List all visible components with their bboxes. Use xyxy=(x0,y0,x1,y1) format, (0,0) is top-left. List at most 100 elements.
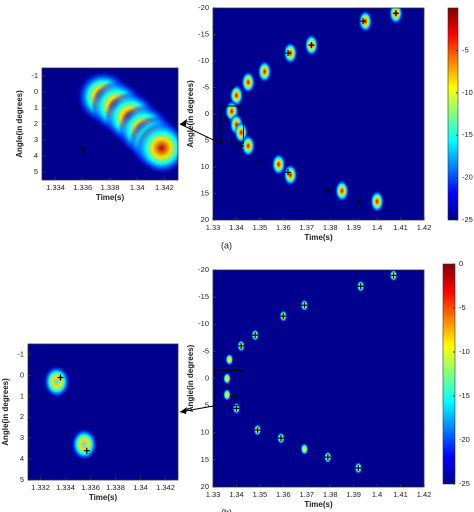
y-tick-label: -15 xyxy=(198,292,209,301)
heatmap xyxy=(223,270,398,475)
x-tick-label: 1.34 xyxy=(130,183,145,192)
x-tick-label: 1.35 xyxy=(253,223,268,232)
blob xyxy=(135,122,178,174)
x-tick-label: 1.334 xyxy=(56,483,75,492)
x-tick-label: 1.342 xyxy=(156,483,175,492)
blob xyxy=(241,134,256,157)
x-axis-label: Time(s) xyxy=(89,493,118,502)
x-tick-label: 1.338 xyxy=(101,183,120,192)
y-tick-label: 5 xyxy=(34,167,38,176)
y-tick-label: 5 xyxy=(205,135,209,144)
y-tick-label: -20 xyxy=(198,3,209,12)
marker xyxy=(238,342,245,349)
x-tick-label: 1.33 xyxy=(206,490,221,499)
colorbar-tick-label: -25 xyxy=(462,215,473,224)
blob xyxy=(300,443,309,456)
marker xyxy=(360,18,367,25)
blob xyxy=(43,365,70,398)
marker xyxy=(254,427,261,434)
x-tick-label: 1.336 xyxy=(73,183,92,192)
colorbar-tick-label: -15 xyxy=(459,391,470,400)
y-tick-label: 2 xyxy=(34,119,38,128)
x-axis-label: Time(s) xyxy=(304,233,333,242)
marker xyxy=(256,158,263,165)
x-tick-label: 1.34 xyxy=(229,223,244,232)
x-tick-label: 1.34 xyxy=(133,483,148,492)
y-axis-label: Angle(in degrees) xyxy=(186,80,195,148)
marker xyxy=(324,454,331,461)
y-tick-label: 1 xyxy=(20,391,24,400)
marker xyxy=(355,198,362,205)
x-tick-label: 1.39 xyxy=(346,223,361,232)
colorbar-tick-label: -25 xyxy=(459,479,470,488)
blob xyxy=(257,60,272,83)
heatmap xyxy=(43,365,98,461)
marker xyxy=(392,10,399,17)
axes-frame xyxy=(27,343,179,481)
zoom-box xyxy=(219,105,244,144)
marker xyxy=(357,283,364,290)
colorbar-tick-label: -10 xyxy=(462,88,473,97)
marker xyxy=(224,116,231,123)
marker xyxy=(324,187,331,194)
y-tick-label: 10 xyxy=(201,162,209,171)
y-tick-label: 20 xyxy=(201,215,209,224)
x-tick-label: 1.334 xyxy=(46,183,65,192)
marker xyxy=(57,374,64,381)
y-tick-label: 2 xyxy=(20,412,24,421)
plot-area xyxy=(28,344,178,480)
marker xyxy=(285,169,292,176)
marker xyxy=(231,394,238,401)
y-tick-label: 15 xyxy=(201,455,209,464)
x-tick-label: 1.33 xyxy=(206,223,221,232)
caption: (b) xyxy=(221,507,232,512)
blob xyxy=(370,190,385,213)
zoom-arrowhead xyxy=(180,407,187,414)
zoom-arrowhead xyxy=(180,119,187,126)
colorbar-tick-label: -20 xyxy=(459,435,470,444)
y-tick-label: 4 xyxy=(20,454,24,463)
marker xyxy=(308,42,315,49)
marker xyxy=(390,272,397,279)
blob xyxy=(334,179,349,202)
zoom-arrow xyxy=(179,123,221,144)
plot-area xyxy=(213,8,424,220)
marker xyxy=(252,332,259,339)
marker xyxy=(277,435,284,442)
colorbar xyxy=(447,7,459,221)
y-tick-label: 5 xyxy=(20,475,24,484)
marker xyxy=(355,465,362,472)
y-tick-label: 15 xyxy=(201,188,209,197)
y-tick-label: -10 xyxy=(198,319,209,328)
x-tick-label: 1.41 xyxy=(393,490,408,499)
marker xyxy=(285,50,292,57)
marker xyxy=(301,302,308,309)
y-tick-label: -10 xyxy=(198,56,209,65)
x-tick-label: 1.38 xyxy=(323,223,338,232)
y-tick-label: 4 xyxy=(34,151,38,160)
x-tick-label: 1.39 xyxy=(346,490,361,499)
x-axis-label: Time(s) xyxy=(96,193,125,202)
plot-area xyxy=(213,270,424,487)
blob xyxy=(223,372,232,385)
y-axis-label: Angle(in degrees) xyxy=(15,90,24,158)
blob xyxy=(241,71,256,94)
y-tick-label: -15 xyxy=(198,29,209,38)
heatmap xyxy=(77,70,178,174)
y-tick-label: 0 xyxy=(20,370,24,379)
marker xyxy=(228,84,235,91)
x-tick-label: 1.4 xyxy=(372,223,382,232)
x-tick-label: 1.34 xyxy=(229,490,244,499)
y-tick-label: 0 xyxy=(205,373,209,382)
y-tick-label: -1 xyxy=(31,71,38,80)
colorbar-tick-label: -5 xyxy=(459,303,466,312)
y-tick-label: -20 xyxy=(198,265,209,274)
x-tick-label: 1.35 xyxy=(253,490,268,499)
x-tick-label: 1.332 xyxy=(31,483,50,492)
colorbar-tick-label: -20 xyxy=(462,173,473,182)
marker xyxy=(79,146,86,153)
y-tick-label: -1 xyxy=(17,349,24,358)
x-tick-label: 1.338 xyxy=(106,483,125,492)
y-tick-label: 3 xyxy=(20,433,24,442)
y-tick-label: 0 xyxy=(34,87,38,96)
